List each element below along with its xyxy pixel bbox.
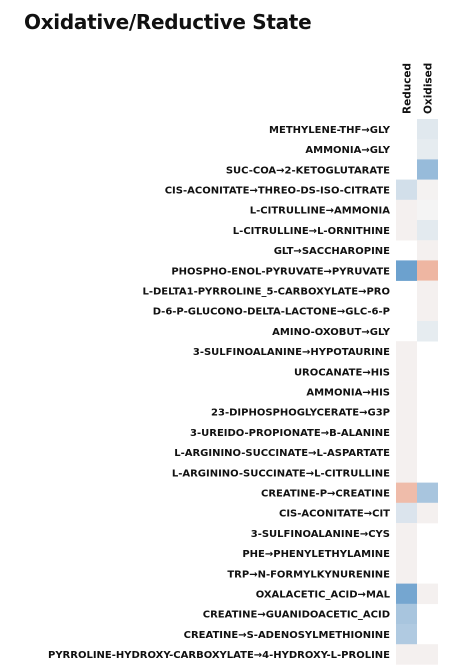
heatmap-cell: [417, 644, 438, 665]
heatmap-cell: [396, 603, 417, 625]
row-label: 3-SULFINOALANINE→CYS: [251, 529, 390, 540]
heatmap-cell: [417, 240, 438, 261]
row-label: CIS-ACONITATE→CIT: [279, 509, 390, 520]
heatmap-cell: [396, 482, 417, 504]
heatmap-cell: [396, 422, 417, 443]
row-label: AMINO-OXOBUT→GLY: [272, 327, 391, 338]
heatmap-cell: [396, 502, 417, 524]
heatmap-cell: [396, 199, 417, 221]
heatmap-cell: [396, 563, 417, 584]
heatmap-cell: [417, 482, 438, 504]
heatmap-cell: [417, 502, 438, 524]
row-label: D-6-P-GLUCONO-DELTA-LACTONE→GLC-6-P: [153, 307, 390, 318]
row-label: OXALACETIC_ACID→MAL: [256, 590, 391, 601]
heatmap-cell: [396, 341, 417, 362]
row-label: 3-SULFINOALANINE→HYPOTAURINE: [193, 347, 390, 358]
heatmap-cell: [417, 159, 438, 180]
row-label: L-CITRULLINE→AMMONIA: [250, 206, 391, 217]
row-label: AMMONIA→HIS: [306, 388, 390, 399]
row-label: CREATINE-P→CREATINE: [261, 489, 390, 500]
heatmap-cell: [417, 179, 438, 201]
heatmap-cell: [396, 179, 417, 201]
heatmap-cell: [396, 644, 417, 665]
row-label: 23-DIPHOSPHOGLYCERATE→G3P: [211, 408, 390, 419]
heatmap-cell: [417, 583, 438, 605]
row-label: AMMONIA→GLY: [305, 145, 390, 156]
heatmap-cell: [396, 583, 417, 605]
heatmap-cell: [417, 220, 438, 241]
heatmap-cell: [396, 543, 417, 564]
heatmap-cell: [417, 300, 438, 322]
heatmap-cell: [417, 260, 438, 281]
row-label: TRP→N-FORMYLKYNURENINE: [227, 569, 390, 580]
row-label: PYRROLINE-HYDROXY-CARBOXYLATE→4-HYDROXY-…: [48, 650, 390, 661]
heatmap-cell: [396, 624, 417, 645]
heatmap-cell: [396, 401, 417, 423]
chart-title: Oxidative/Reductive State: [24, 10, 312, 34]
row-label: CIS-ACONITATE→THREO-DS-ISO-CITRATE: [165, 186, 390, 197]
heatmap-cell: [396, 260, 417, 281]
row-label: L-ARGININO-SUCCINATE→L-ASPARTATE: [174, 448, 390, 459]
row-label: GLT→SACCHAROPINE: [274, 246, 390, 257]
row-label: L-CITRULLINE→L-ORNITHINE: [233, 226, 390, 237]
row-label: 3-UREIDO-PROPIONATE→B-ALANINE: [190, 428, 390, 439]
row-label: PHOSPHO-ENOL-PYRUVATE→PYRUVATE: [171, 266, 390, 277]
heatmap-cell: [417, 119, 438, 140]
column-label: Oxidised: [423, 63, 435, 114]
heatmap-cell: [417, 199, 438, 221]
row-label: CREATINE→S-ADENOSYLMETHIONINE: [184, 630, 391, 641]
row-label: PHE→PHENYLETHYLAMINE: [242, 549, 390, 560]
column-label: Reduced: [402, 63, 414, 114]
heatmap-cell: [396, 381, 417, 403]
heatmap-cell: [396, 361, 417, 382]
row-label: SUC-COA→2-KETOGLUTARATE: [226, 165, 390, 176]
heatmap-cell: [417, 139, 438, 160]
heatmap-cell: [417, 280, 438, 302]
row-label: METHYLENE-THF→GLY: [269, 125, 391, 136]
heatmap-cell: [396, 523, 417, 544]
heatmap-cell: [396, 462, 417, 483]
row-label: UROCANATE→HIS: [294, 367, 390, 378]
heatmap-cell: [396, 442, 417, 463]
row-label: CREATINE→GUANIDOACETIC_ACID: [203, 610, 390, 621]
row-label: L-ARGININO-SUCCINATE→L-CITRULLINE: [172, 468, 390, 479]
heatmap-cell: [396, 220, 417, 241]
row-label: L-DELTA1-PYRROLINE_5-CARBOXYLATE→PRO: [142, 287, 390, 298]
heatmap-cell: [417, 321, 438, 342]
